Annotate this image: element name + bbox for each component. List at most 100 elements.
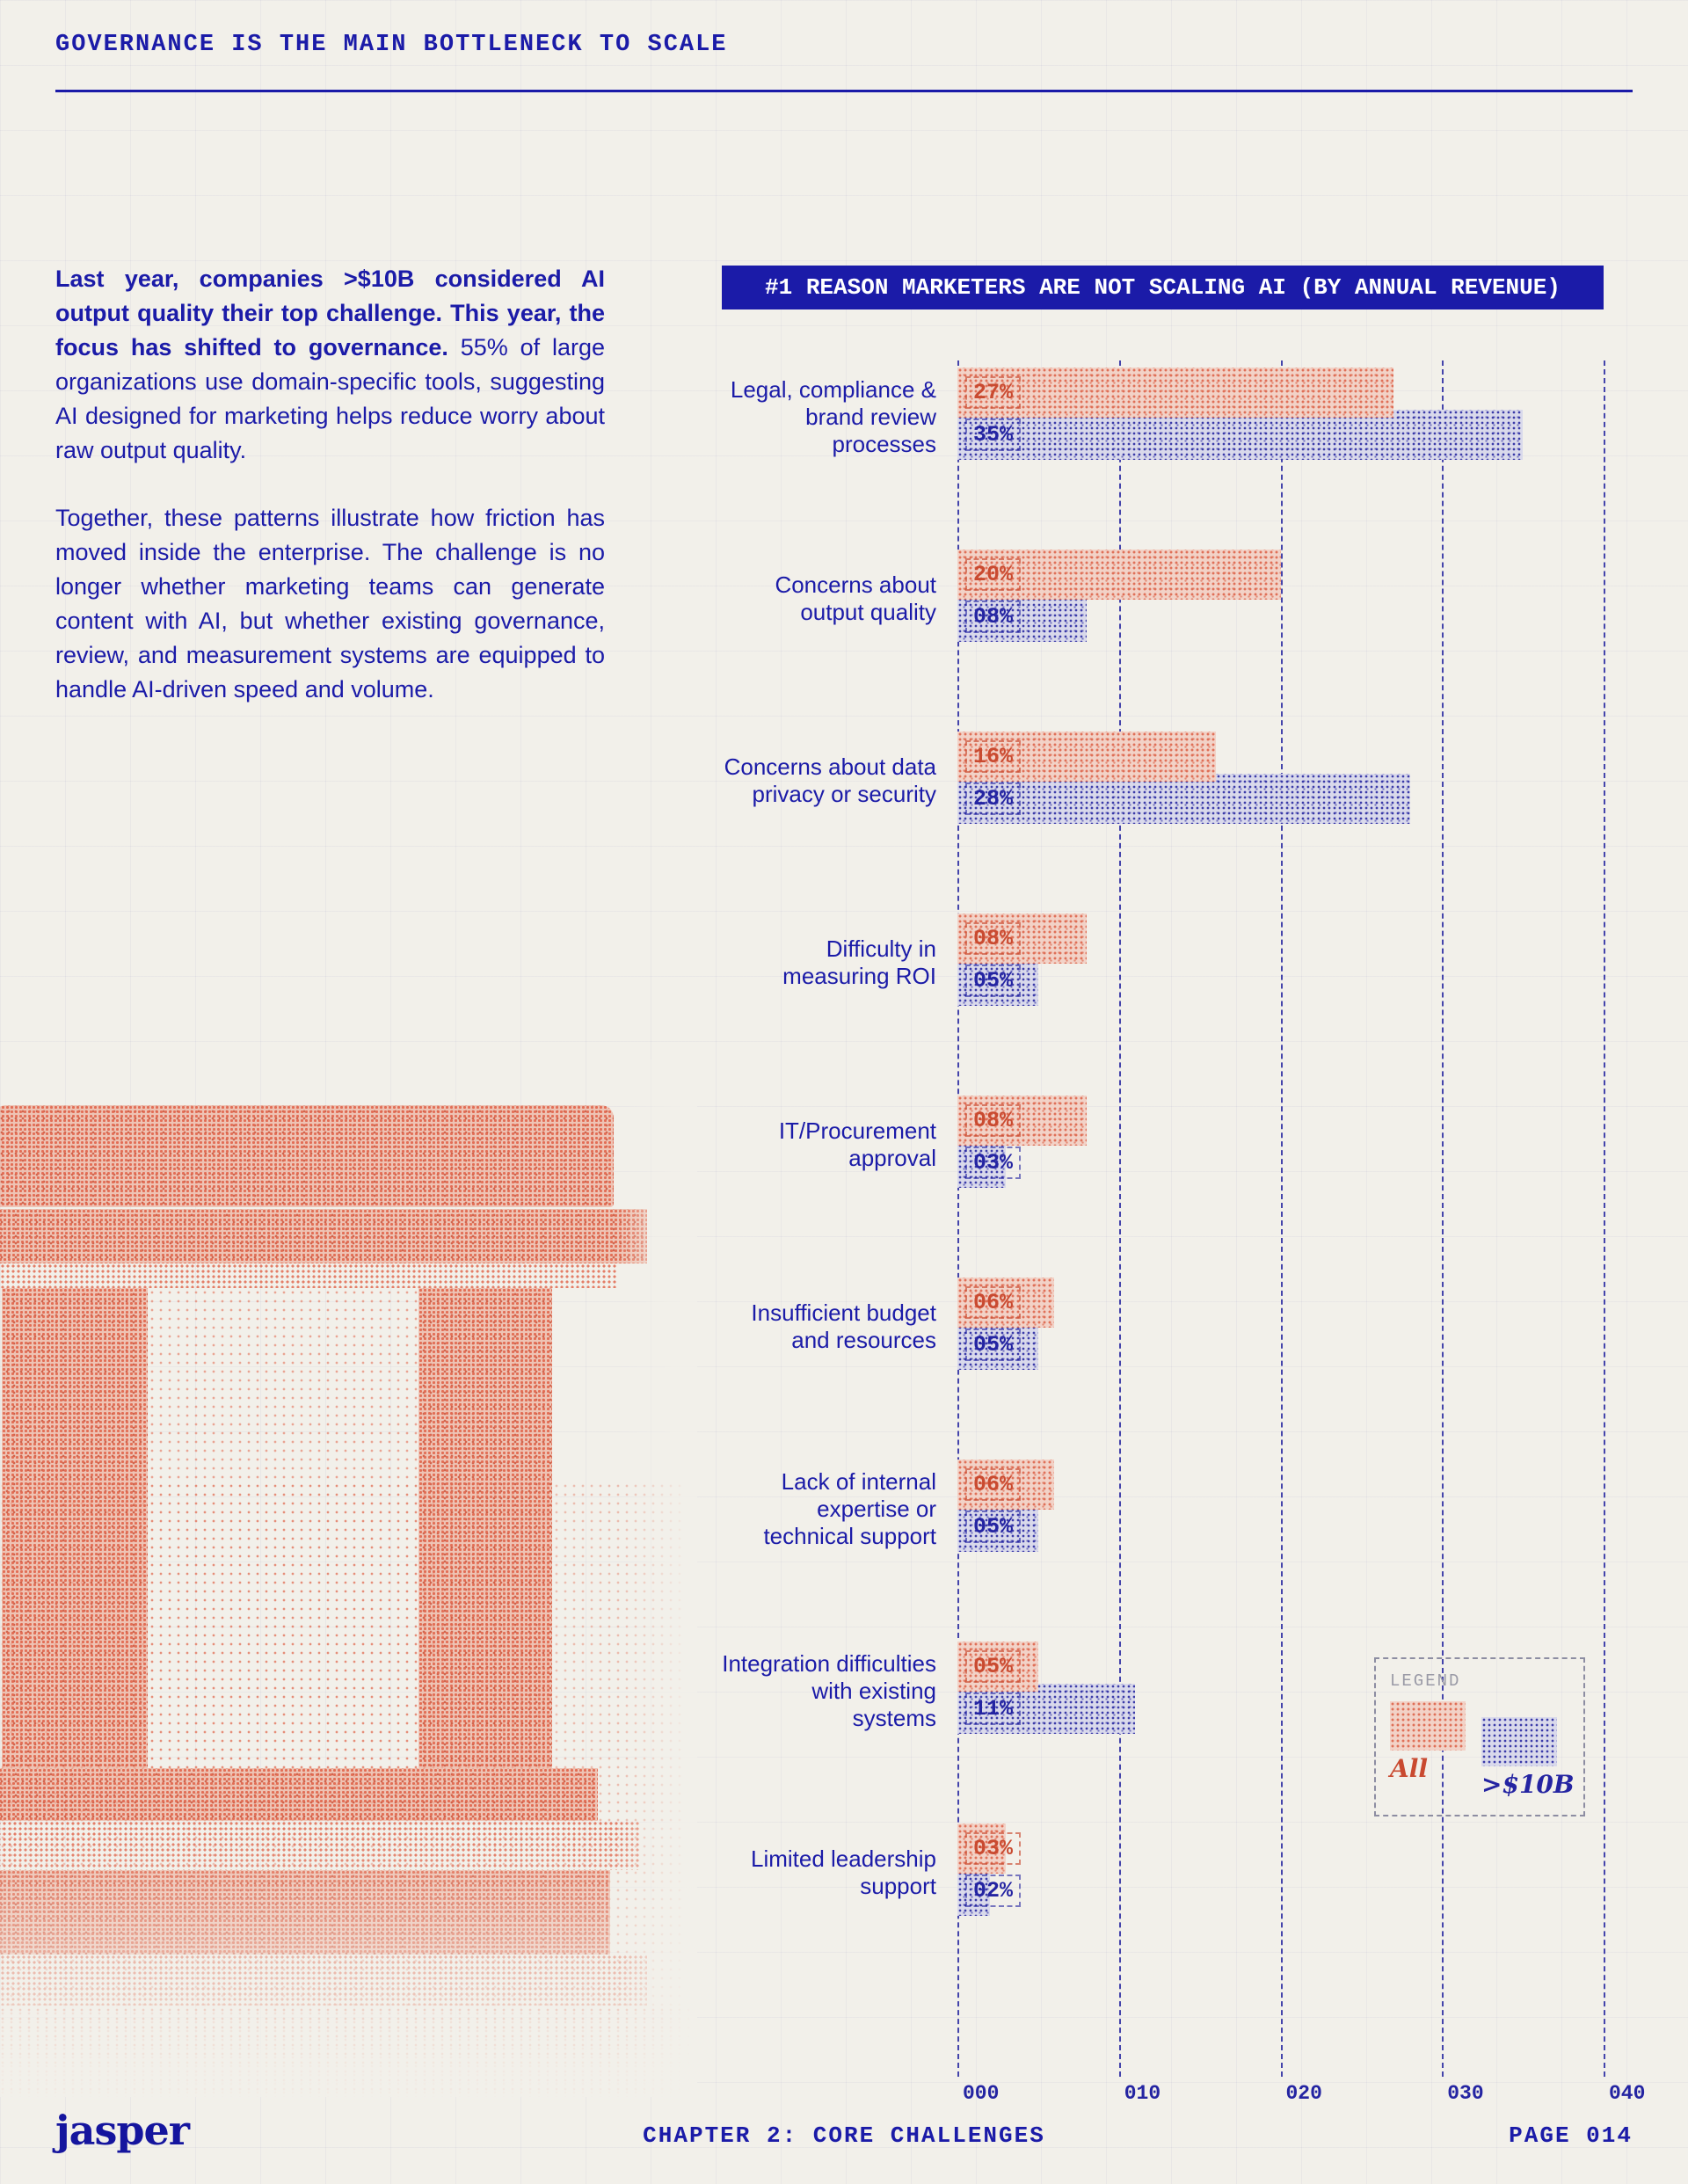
bar-value-label: 08% bbox=[965, 1104, 1022, 1137]
bar-row: Concerns about output quality 20% 08% bbox=[722, 546, 1604, 728]
category-label: Concerns about output quality bbox=[775, 571, 936, 625]
bar-row: Limited leadership support 03% 02% bbox=[722, 1820, 1604, 2002]
bar-value-label: 05% bbox=[965, 1511, 1022, 1543]
legend-label-over10b: >$10B bbox=[1481, 1770, 1575, 1799]
bar-over10b: 28% bbox=[957, 774, 1410, 824]
chart-rows: Legal, compliance & brand review process… bbox=[722, 364, 1604, 2002]
legend-entry-over10b: >$10B bbox=[1481, 1717, 1575, 1799]
axis-tick-label: 020 bbox=[1285, 2082, 1322, 2105]
bar-pair: 20% 08% bbox=[957, 550, 1604, 728]
legend-swatch-over10b bbox=[1481, 1717, 1557, 1766]
pedestal-scatter bbox=[0, 2006, 693, 2097]
bar-pair: 06% 05% bbox=[957, 1460, 1604, 1638]
pedestal-abacus bbox=[0, 1209, 647, 1263]
bar-value-label: 05% bbox=[965, 1329, 1022, 1361]
bar-over10b: 05% bbox=[957, 1320, 1038, 1370]
bar-pair: 16% 28% bbox=[957, 732, 1604, 910]
bar-all: 06% bbox=[957, 1278, 1055, 1328]
intro-text: Last year, companies >$10B considered AI… bbox=[55, 262, 605, 740]
legend-label-all: All bbox=[1390, 1754, 1428, 1783]
axis-tick-label: 040 bbox=[1609, 2082, 1646, 2105]
bar-over10b: 35% bbox=[957, 410, 1524, 460]
bar-all: 27% bbox=[957, 368, 1394, 418]
pedestal-plinth-2 bbox=[0, 1955, 647, 2006]
bar-value-label: 08% bbox=[965, 601, 1022, 633]
bar-pair: 03% 02% bbox=[957, 1824, 1604, 2002]
pedestal-fade-right bbox=[618, 1059, 697, 2097]
footer-page-number: PAGE 014 bbox=[1509, 2122, 1633, 2149]
bar-pair: 08% 03% bbox=[957, 1096, 1604, 1274]
bar-row: Difficulty in measuring ROI 08% 05% bbox=[722, 910, 1604, 1092]
bar-all: 20% bbox=[957, 550, 1281, 600]
intro-paragraph-1: Last year, companies >$10B considered AI… bbox=[55, 262, 605, 468]
legend-swatch-all bbox=[1390, 1701, 1466, 1751]
legend-title: LEGEND bbox=[1390, 1671, 1461, 1691]
bar-over10b: 05% bbox=[957, 1502, 1038, 1552]
bar-row: Legal, compliance & brand review process… bbox=[722, 364, 1604, 546]
bar-row: Insufficient budget and resources 06% 05% bbox=[722, 1274, 1604, 1456]
axis-tick-label: 030 bbox=[1447, 2082, 1484, 2105]
jasper-logo: jasper bbox=[55, 2107, 190, 2154]
speckle-field bbox=[0, 1481, 684, 2097]
pedestal-illustration bbox=[0, 1059, 697, 2097]
chart-title: #1 REASON MARKETERS ARE NOT SCALING AI (… bbox=[722, 266, 1604, 309]
category-label: Limited leadership support bbox=[750, 1845, 936, 1899]
grid-line bbox=[957, 360, 959, 2077]
pedestal-molding-2 bbox=[0, 1821, 640, 1870]
legend-entry-all: All bbox=[1390, 1701, 1466, 1799]
bar-chart: 000 010 020 030 040 Legal, compliance & bran… bbox=[722, 309, 1645, 2121]
pedestal-plinth bbox=[0, 1870, 610, 1955]
category-label: Insufficient budget and resources bbox=[751, 1299, 936, 1353]
bar-pair: 08% 05% bbox=[957, 914, 1604, 1092]
category-label: Lack of internal expertise or technical … bbox=[763, 1467, 936, 1549]
bar-value-label: 03% bbox=[965, 1147, 1022, 1179]
bar-all: 03% bbox=[957, 1824, 1022, 1874]
header-divider bbox=[55, 90, 1633, 92]
bar-value-label: 20% bbox=[965, 558, 1022, 591]
axis-tick-label: 010 bbox=[1124, 2082, 1161, 2105]
pedestal-fade-bottom bbox=[0, 1833, 697, 2097]
bar-value-label: 05% bbox=[965, 965, 1022, 997]
chart-legend: LEGEND All >$10B bbox=[1374, 1657, 1585, 1816]
bar-value-label: 28% bbox=[965, 783, 1022, 815]
footer-chapter: CHAPTER 2: CORE CHALLENGES bbox=[643, 2122, 1045, 2149]
page-title: GOVERNANCE IS THE MAIN BOTTLENECK TO SCA… bbox=[55, 32, 728, 58]
bar-all: 06% bbox=[957, 1460, 1055, 1510]
pedestal-panel bbox=[148, 1288, 418, 1768]
bar-over10b: 02% bbox=[957, 1866, 1022, 1916]
bar-value-label: 35% bbox=[965, 419, 1022, 451]
bar-row: Concerns about data privacy or security 1… bbox=[722, 728, 1604, 910]
intro-lead-rest: 55% of large organizations use domain-sp… bbox=[55, 334, 605, 463]
bar-row: IT/Procurement approval 08% 03% bbox=[722, 1092, 1604, 1274]
bar-value-label: 11% bbox=[965, 1693, 1022, 1725]
bar-pair: 05% 11% bbox=[957, 1642, 1604, 1820]
axis-tick-label: 000 bbox=[963, 2082, 1000, 2105]
bar-all: 05% bbox=[957, 1642, 1038, 1692]
bar-value-label: 06% bbox=[965, 1468, 1022, 1501]
bar-pair: 06% 05% bbox=[957, 1278, 1604, 1456]
bar-value-label: 16% bbox=[965, 740, 1022, 773]
grid-line bbox=[1280, 360, 1283, 2077]
legend-entries: All >$10B bbox=[1390, 1701, 1575, 1799]
bar-value-label: 03% bbox=[965, 1832, 1022, 1865]
pedestal-echinus bbox=[0, 1263, 617, 1288]
pedestal-frieze bbox=[0, 1105, 614, 1207]
bar-value-label: 05% bbox=[965, 1650, 1022, 1683]
bar-over10b: 03% bbox=[957, 1138, 1022, 1188]
grid-line bbox=[1442, 360, 1444, 2077]
bar-all: 08% bbox=[957, 1096, 1087, 1146]
category-label: Legal, compliance & brand review process… bbox=[730, 375, 936, 457]
pedestal-molding-1 bbox=[0, 1768, 598, 1821]
grid-line bbox=[1118, 360, 1121, 2077]
pedestal-pier-left bbox=[2, 1288, 148, 1768]
bar-over10b: 05% bbox=[957, 956, 1038, 1006]
pedestal-pier-right bbox=[418, 1288, 552, 1768]
bar-all: 16% bbox=[957, 732, 1216, 782]
bar-over10b: 08% bbox=[957, 592, 1087, 642]
grid-line bbox=[1604, 360, 1605, 2077]
bar-pair: 27% 35% bbox=[957, 368, 1604, 546]
category-label: Concerns about data privacy or security bbox=[724, 753, 936, 807]
bar-value-label: 06% bbox=[965, 1286, 1022, 1319]
bar-value-label: 08% bbox=[965, 922, 1022, 955]
intro-lead: Last year, companies >$10B considered AI… bbox=[55, 266, 605, 360]
